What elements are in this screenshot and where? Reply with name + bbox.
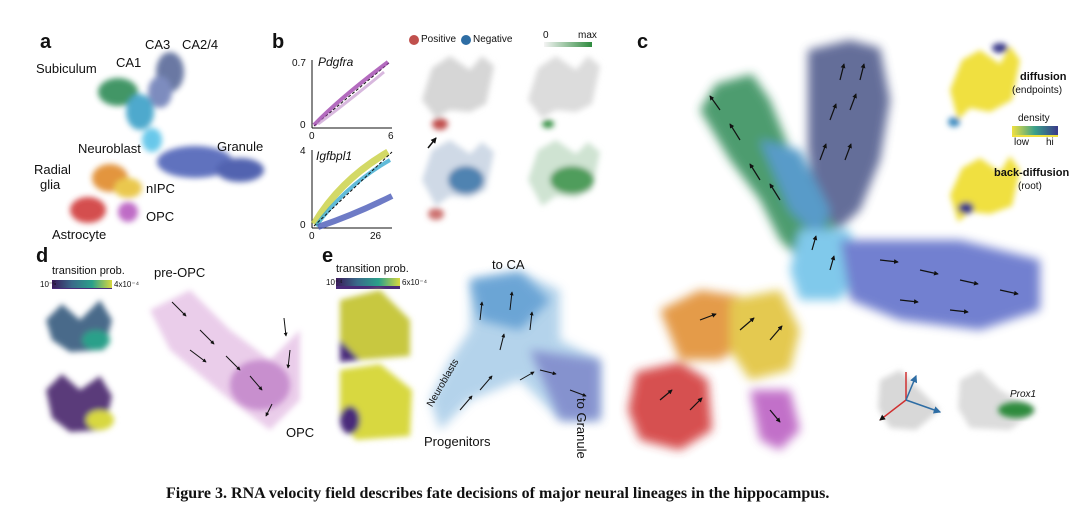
figure-graphics [46, 35, 1058, 450]
density-high: hi [1046, 137, 1054, 148]
panel-label-b: b [272, 31, 285, 53]
panel-d-colorbar-gradient [52, 280, 112, 288]
cluster-label-astrocyte: Astrocyte [52, 227, 107, 242]
cluster-label-opc: OPC [146, 209, 175, 224]
inset-backdiffusion-title: back-diffusion [994, 167, 1070, 179]
panel-d-opc-trajectory [150, 290, 300, 430]
plot1-ytick: 0.7 [292, 58, 306, 69]
cluster-label-ca1: CA1 [116, 55, 142, 70]
plot1-x0: 0 [309, 131, 315, 142]
panel-b-green-scale [544, 42, 592, 47]
panel-e-colorbar-gradient [336, 278, 400, 286]
gene-label-pdgfra: Pdgfra [318, 55, 354, 69]
opc-end-label: OPC [286, 425, 315, 440]
scale-max: max [578, 30, 597, 41]
panel-label-c: c [637, 31, 649, 53]
panel-label-e: e [322, 245, 334, 267]
legend-negative: Negative [473, 34, 513, 45]
panel-c-inset-trajectories [878, 370, 1036, 430]
plot2-x0: 0 [309, 231, 315, 242]
panel-d-colorbar-title: transition prob. [52, 265, 125, 277]
density-low: low [1014, 137, 1030, 148]
density-gradient [1012, 126, 1058, 135]
progenitors-label: Progenitors [424, 434, 491, 449]
panel-e-colorbar-title: transition prob. [336, 263, 409, 275]
inset-backdiffusion-sub: (root) [1018, 181, 1042, 192]
plot1-y0: 0 [300, 120, 306, 131]
panel-e-velocity-field [430, 272, 600, 430]
plot1-xmax: 6 [388, 131, 394, 142]
panel-c-velocity-arrows [659, 63, 1019, 423]
figure-3: a CA3 CA2/4 CA1 Subiculum Neuroblast Gra… [34, 30, 1070, 459]
panel-d-colorbar-min: 10⁻⁵ [40, 280, 57, 289]
legend-positive: Positive [421, 34, 457, 45]
panel-a-embedding [70, 52, 264, 223]
cluster-label-ca3: CA3 [145, 37, 171, 52]
panel-label-d: d [36, 245, 49, 267]
panel-label-a: a [40, 31, 52, 53]
cluster-label-subiculum: Subiculum [36, 61, 97, 76]
cluster-label-nipc: nIPC [146, 181, 175, 196]
cluster-label-ca24: CA2/4 [182, 37, 219, 52]
inset-diffusion-sub: (endpoints) [1012, 85, 1063, 96]
to-granule-label: to Granule [574, 398, 589, 459]
gene-label-prox1: Prox1 [1010, 389, 1037, 400]
panel-b-arrow [427, 137, 437, 149]
panel-d-embeddings [46, 300, 114, 432]
positive-legend-dot [409, 35, 419, 45]
panel-c-inset-diffusion [948, 43, 1020, 222]
cluster-label-granule: Granule [217, 139, 264, 154]
pre-opc-label: pre-OPC [154, 265, 206, 280]
gene-label-igfbpl1: Igfbpl1 [316, 149, 353, 163]
cluster-label-glia: glia [40, 177, 61, 192]
cluster-label-radial: Radial [34, 162, 71, 177]
panel-e-colorbar-min: 10⁻⁴ [326, 278, 343, 287]
panel-c-velocity-field [628, 40, 1040, 450]
panel-d-colorbar-max: 4x10⁻⁴ [114, 280, 140, 289]
panel-b-phase-plot-1 [311, 60, 392, 129]
figure-caption: Figure 3. RNA velocity field describes f… [166, 485, 830, 502]
to-ca-label: to CA [492, 257, 525, 272]
cluster-label-neuroblast: Neuroblast [78, 141, 141, 156]
plot2-y0: 0 [300, 220, 306, 231]
plot2-ytick: 4 [300, 146, 306, 157]
density-title: density [1018, 113, 1050, 124]
scale-min: 0 [543, 30, 549, 41]
panel-e-colorbar-max: 6x10⁻⁴ [402, 278, 428, 287]
negative-legend-dot [461, 35, 471, 45]
panel-b-phase-plot-2 [310, 148, 394, 230]
panel-e-embeddings [340, 290, 412, 440]
inset-diffusion-title: diffusion [1020, 71, 1067, 83]
panel-b-embeddings [422, 56, 600, 220]
plot2-xmax: 26 [370, 231, 382, 242]
